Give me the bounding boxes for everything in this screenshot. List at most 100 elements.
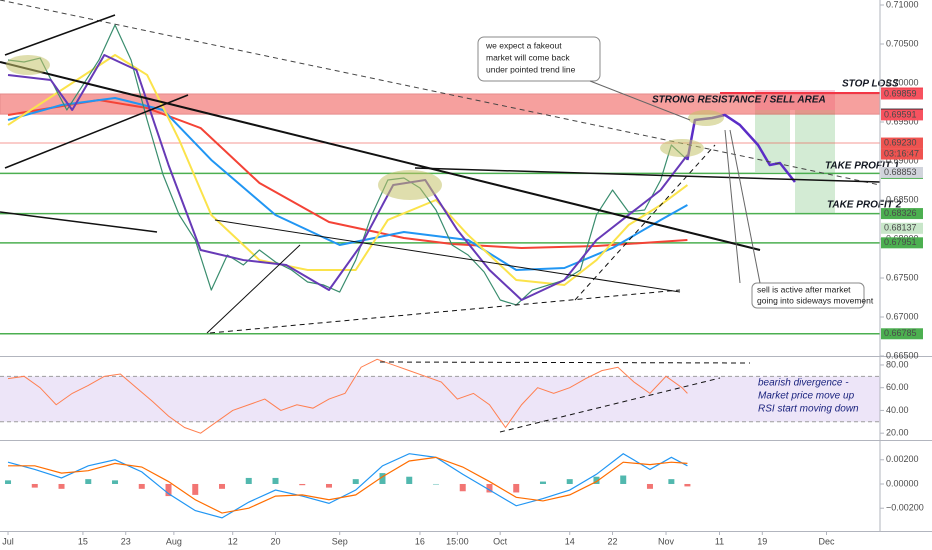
price-label: 0.69859 <box>884 88 917 98</box>
x-tick-label: Sep <box>332 536 348 546</box>
histogram-bar <box>513 483 520 493</box>
macd-line <box>8 456 688 514</box>
macd-line <box>7 452 688 519</box>
histogram-bar <box>112 480 119 484</box>
profit-zone <box>795 110 835 213</box>
histogram-bar <box>593 476 600 484</box>
y-tick-label: 0.66500 <box>886 350 919 360</box>
rsi-trend <box>499 377 721 433</box>
annotation: RSI start moving down <box>758 404 859 415</box>
trend-line <box>414 167 881 183</box>
annotation: we expect a fakeout <box>485 40 562 50</box>
y-tick-label: 80.00 <box>886 359 909 369</box>
x-tick-label: 20 <box>270 536 280 546</box>
histogram-bar <box>566 479 573 484</box>
histogram-bar <box>646 483 653 489</box>
y-tick-label: 40.00 <box>886 405 909 415</box>
histogram-bar <box>459 483 466 492</box>
y-tick-label: 0.69500 <box>886 116 919 126</box>
y-tick-label: 60.00 <box>886 382 909 392</box>
drawings <box>0 0 881 433</box>
price-label: 0.69591 <box>884 109 917 119</box>
annotation: TAKE PROFIT 1 <box>825 161 900 172</box>
price-series <box>7 98 688 249</box>
price-label-bg <box>881 237 923 249</box>
rsi-line <box>7 358 688 434</box>
x-tick-label: 15 <box>78 536 88 546</box>
y-tick-label: 0.67500 <box>886 272 919 282</box>
histogram-bar <box>245 477 252 484</box>
rsi-trend <box>379 361 751 364</box>
highlight <box>378 170 442 200</box>
x-tick-label: 12 <box>228 536 238 546</box>
histogram-bar <box>31 483 38 488</box>
price-label-bg <box>881 88 923 100</box>
price-label-bg <box>881 166 923 178</box>
annotation: STRONG RESISTANCE / SELL AREA <box>652 95 826 106</box>
x-tick-label: Aug <box>166 536 182 546</box>
y-tick-label: 0.69000 <box>886 155 919 165</box>
annotation: sell is active after market <box>757 284 851 294</box>
trend-line <box>574 144 716 301</box>
trend-line <box>209 289 681 334</box>
y-tick-label: −0.00200 <box>886 503 924 513</box>
countdown-bg <box>881 148 923 160</box>
callout-pointer <box>589 80 691 121</box>
price-series <box>7 24 688 306</box>
y-tick-label: 0.67000 <box>886 311 919 321</box>
histogram-bar <box>192 483 199 495</box>
y-tick-label: 0.00000 <box>886 478 919 488</box>
annotation: Market price move up <box>758 391 855 402</box>
histogram-bar <box>138 483 145 489</box>
trend-line <box>214 219 681 293</box>
annotation: TAKE PROFIT 2 <box>827 200 902 211</box>
profit-zone <box>755 110 790 172</box>
y-tick-label: 0.70000 <box>886 77 919 87</box>
price-label: 0.68137 <box>884 223 917 233</box>
price-label-bg <box>881 109 923 121</box>
price-label-bg <box>881 137 923 149</box>
annotation: STOP LOSS <box>842 79 899 90</box>
price-label: 0.68853 <box>884 167 917 177</box>
trend-line <box>0 61 761 251</box>
histogram-bar <box>668 479 675 484</box>
price-series <box>7 53 689 301</box>
histogram-bar <box>486 483 493 493</box>
histogram-bar <box>620 475 627 484</box>
highlight <box>660 139 704 157</box>
annotation: bearish divergence - <box>758 378 849 389</box>
annotation: going into sideways movement <box>757 295 874 305</box>
trend-line <box>4 94 189 169</box>
histogram-bar <box>684 483 691 487</box>
x-tick-label: 16 <box>415 536 425 546</box>
x-tick-label: Dec <box>818 536 835 546</box>
y-tick-label: 0.68500 <box>886 194 919 204</box>
price-label: 0.69230 <box>884 137 917 147</box>
price-label-bg <box>881 328 923 340</box>
annotation: under pointed trend line <box>486 64 576 74</box>
callout-pointer <box>724 129 741 284</box>
x-tick-label: 19 <box>757 536 767 546</box>
x-tick-label: 14 <box>565 536 575 546</box>
histogram-bar <box>5 480 12 484</box>
x-tick-label: 11 <box>715 536 724 546</box>
histogram-bar <box>539 481 546 484</box>
price-label: 0.66785 <box>884 328 917 338</box>
histogram-bar <box>432 483 439 485</box>
histogram-bar <box>219 483 226 489</box>
countdown: 03:16:47 <box>884 148 919 158</box>
trend-line <box>0 0 881 186</box>
histogram-bar <box>379 473 386 484</box>
y-tick-label: 0.71000 <box>886 0 919 9</box>
x-tick-label: Nov <box>658 536 675 546</box>
x-tick-label: 22 <box>608 536 618 546</box>
callout-pointer <box>729 129 761 284</box>
price-label-bg <box>881 222 923 234</box>
x-tick-label: Jul <box>2 536 14 546</box>
histogram-bar <box>165 483 172 497</box>
histogram-bar <box>272 477 279 484</box>
callout-box <box>751 282 865 309</box>
y-tick-label: 0.70500 <box>886 38 919 48</box>
price-series <box>7 53 689 287</box>
